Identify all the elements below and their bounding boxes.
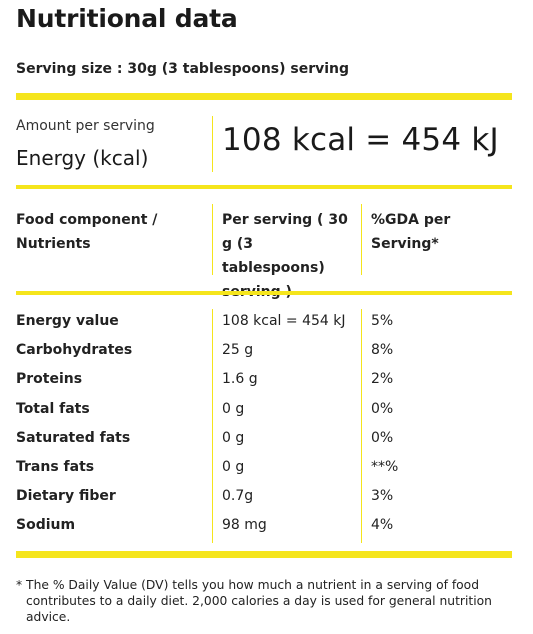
- nutrient-per-serving: 1.6 g: [222, 371, 258, 388]
- nutrient-gda: 5%: [371, 313, 394, 329]
- header-per-serving: Per serving ( 30 g (3 tablespoons) servi…: [222, 212, 348, 300]
- amount-per-serving-label: Amount per serving: [16, 118, 155, 134]
- nutrient-table: Energy value 108 kcal = 454 kJ 5% Carboh…: [0, 309, 533, 543]
- nutrient-name: Total fats: [16, 400, 90, 417]
- nutrient-gda: 3%: [371, 488, 394, 505]
- nutrient-gda: 0%: [371, 400, 394, 417]
- table-row: Saturated fats 0 g 0%: [0, 425, 533, 455]
- nutrient-name: Sodium: [16, 517, 76, 534]
- divider-line: [212, 367, 213, 397]
- nutrient-name: Saturated fats: [16, 429, 131, 446]
- table-row: Carbohydrates 25 g 8%: [0, 338, 533, 368]
- energy-label: Energy (kcal): [16, 146, 149, 170]
- nutrient-name: Trans fats: [16, 458, 95, 475]
- divider-line: [361, 309, 362, 339]
- table-row: Dietary fiber 0.7g 3%: [0, 484, 533, 514]
- divider-line: [212, 454, 213, 485]
- nutrient-gda: 4%: [371, 517, 394, 534]
- table-row: Total fats 0 g 0%: [0, 396, 533, 426]
- nutrient-per-serving: 0 g: [222, 400, 245, 417]
- divider-bar: [16, 551, 512, 558]
- nutrient-gda: 2%: [371, 371, 394, 388]
- divider-line: [212, 338, 213, 368]
- nutrient-per-serving: 0.7g: [222, 488, 254, 505]
- divider-line: [361, 367, 362, 397]
- divider-line: [361, 204, 362, 275]
- nutrient-gda: 0%: [371, 429, 394, 446]
- serving-size: Serving size : 30g (3 tablespoons) servi…: [16, 61, 350, 77]
- table-row: Energy value 108 kcal = 454 kJ 5%: [0, 309, 533, 339]
- divider-line: [361, 396, 362, 426]
- divider-line: [212, 204, 213, 275]
- divider-bar: [16, 291, 512, 295]
- divider-bar: [16, 185, 512, 189]
- divider-line: [361, 425, 362, 455]
- divider-line: [212, 396, 213, 426]
- divider-line: [361, 454, 362, 485]
- divider-line: [361, 513, 362, 543]
- table-row: Sodium 98 mg 4%: [0, 513, 533, 543]
- table-row: Trans fats 0 g **%: [0, 454, 533, 485]
- nutrient-gda: 8%: [371, 342, 394, 359]
- nutrient-name: Energy value: [16, 313, 119, 329]
- page-title: Nutritional data: [16, 4, 238, 33]
- energy-value: 108 kcal = 454 kJ: [222, 122, 499, 158]
- header-food-component: Food component / Nutrients: [16, 212, 158, 252]
- nutrient-per-serving: 98 mg: [222, 517, 267, 534]
- divider-line: [212, 513, 213, 543]
- header-gda: %GDA per Serving*: [371, 212, 451, 252]
- nutrient-per-serving: 25 g: [222, 342, 254, 359]
- nutrient-per-serving: 0 g: [222, 458, 245, 475]
- nutrient-gda: **%: [371, 458, 399, 475]
- nutrient-per-serving: 0 g: [222, 429, 245, 446]
- nutrient-name: Dietary fiber: [16, 488, 116, 505]
- divider-bar: [16, 93, 512, 100]
- divider-line: [212, 116, 213, 172]
- table-row: Proteins 1.6 g 2%: [0, 367, 533, 397]
- divider-line: [361, 338, 362, 368]
- divider-line: [212, 425, 213, 455]
- divider-line: [361, 484, 362, 514]
- nutrient-per-serving: 108 kcal = 454 kJ: [222, 313, 346, 329]
- divider-line: [212, 484, 213, 514]
- footnote: * The % Daily Value (DV) tells you how m…: [16, 578, 492, 624]
- divider-line: [212, 309, 213, 339]
- nutrient-name: Proteins: [16, 371, 83, 388]
- nutrient-name: Carbohydrates: [16, 342, 133, 359]
